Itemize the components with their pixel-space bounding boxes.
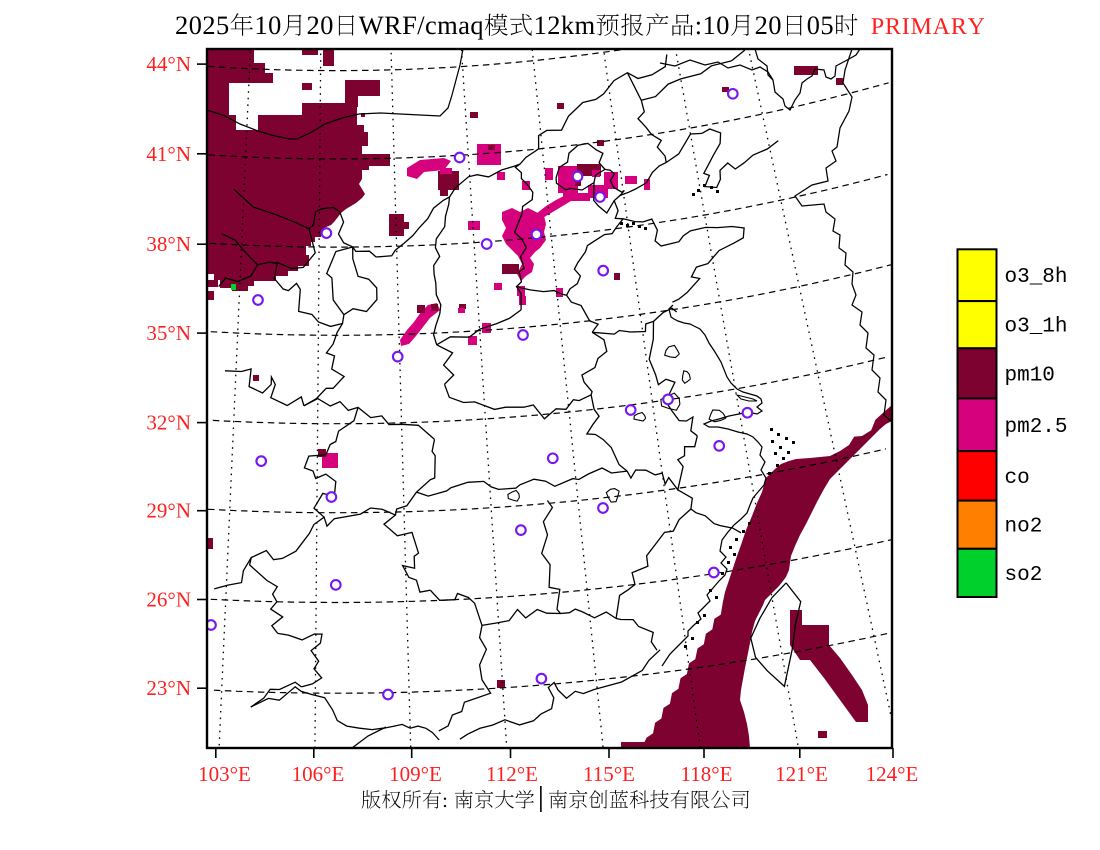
svg-text:109°E: 109°E [389, 762, 442, 786]
svg-text:106°E: 106°E [292, 762, 345, 786]
svg-text:103°E: 103°E [198, 762, 251, 786]
svg-text:118°E: 118°E [681, 762, 733, 786]
svg-text:35°N: 35°N [146, 321, 191, 345]
svg-text:26°N: 26°N [146, 588, 191, 612]
svg-text:23°N: 23°N [146, 676, 191, 700]
svg-text:41°N: 41°N [146, 142, 191, 166]
svg-text:29°N: 29°N [146, 499, 191, 523]
svg-text:co: co [1005, 467, 1030, 490]
svg-text:no2: no2 [1005, 516, 1043, 539]
svg-text:so2: so2 [1005, 564, 1043, 587]
svg-text:o3_1h: o3_1h [1005, 316, 1068, 339]
svg-text:pm10: pm10 [1005, 364, 1055, 387]
svg-text:pm2.5: pm2.5 [1005, 416, 1068, 439]
svg-text:124°E: 124°E [866, 762, 919, 786]
svg-text:115°E: 115°E [583, 762, 635, 786]
svg-text:121°E: 121°E [775, 762, 828, 786]
svg-text:112°E: 112°E [486, 762, 538, 786]
svg-text:38°N: 38°N [146, 232, 191, 256]
svg-text:32°N: 32°N [146, 411, 191, 435]
svg-text:o3_8h: o3_8h [1005, 266, 1068, 289]
svg-text:44°N: 44°N [146, 52, 191, 76]
